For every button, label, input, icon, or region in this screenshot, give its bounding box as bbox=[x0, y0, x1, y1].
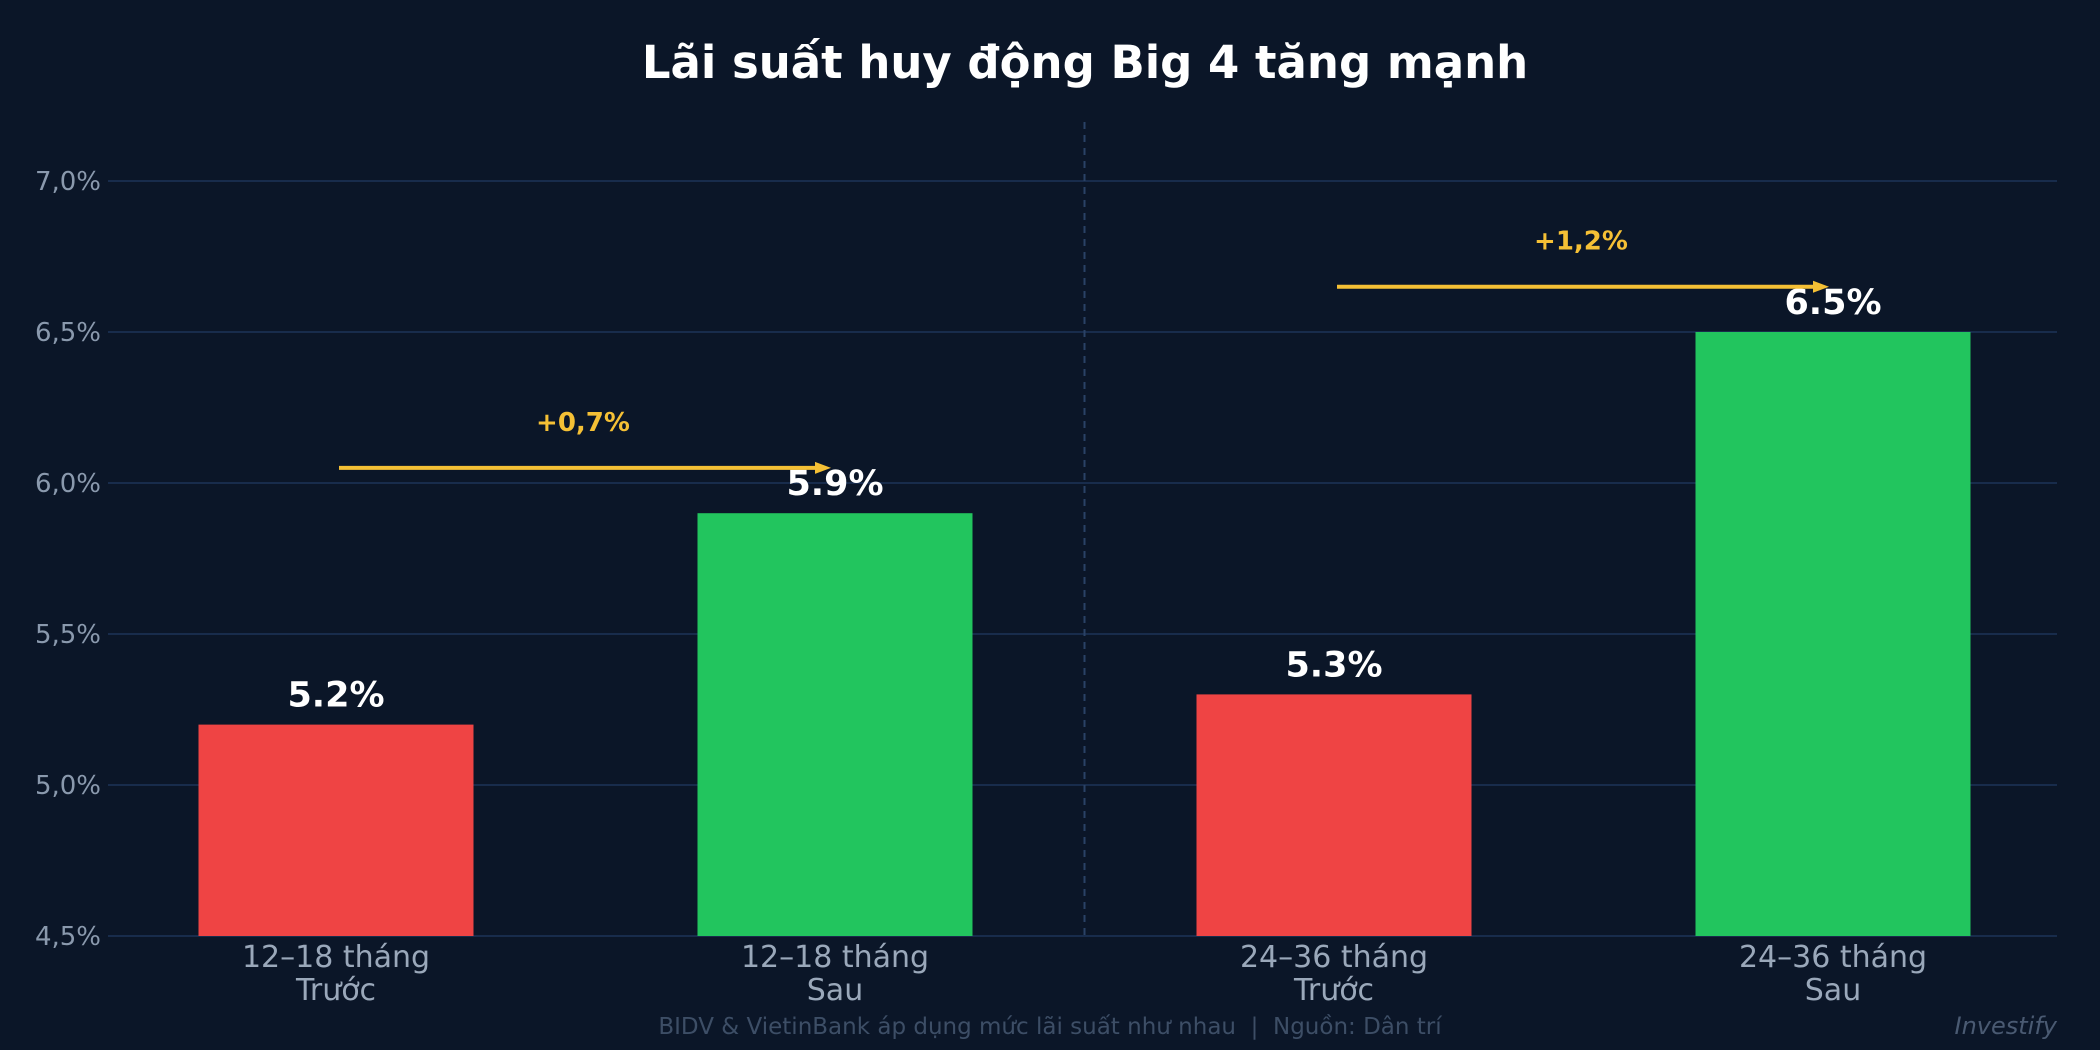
x-tick-label: Sau bbox=[1805, 973, 1861, 1008]
y-tick-label: 6,0% bbox=[35, 469, 101, 499]
change-arrow-head bbox=[815, 461, 831, 474]
x-tick-label: 24–36 tháng bbox=[1240, 940, 1428, 975]
change-arrow-head bbox=[1813, 280, 1829, 293]
change-label: +0,7% bbox=[536, 408, 630, 438]
chart-title: Lãi suất huy động Big 4 tăng mạnh bbox=[642, 36, 1528, 89]
bar-value-label: 5.9% bbox=[786, 464, 883, 504]
brand-logo-text: Investify bbox=[1955, 1012, 2058, 1040]
x-tick-label: Sau bbox=[807, 973, 863, 1008]
value-labels: 5.2% 5.9% 5.3% 6.5% bbox=[287, 283, 1881, 716]
bar bbox=[697, 513, 973, 936]
y-tick-label: 6,5% bbox=[35, 318, 101, 348]
x-tick-label: 24–36 tháng bbox=[1739, 940, 1927, 975]
change-label: +1,2% bbox=[1534, 227, 1628, 257]
footer-note: BIDV & VietinBank áp dụng mức lãi suất n… bbox=[658, 1014, 1442, 1040]
x-tick-label: Trước bbox=[1293, 973, 1374, 1008]
y-tick-label: 5,5% bbox=[35, 620, 101, 650]
change-annotations: +0,7% +1,2% bbox=[339, 227, 1829, 474]
x-tick-label: Trước bbox=[295, 973, 376, 1008]
y-tick-label: 7,0% bbox=[35, 167, 101, 197]
bars bbox=[198, 332, 1971, 936]
y-tick-label: 4,5% bbox=[35, 922, 101, 952]
y-axis: 4,5% 5,0% 5,5% 6,0% 6,5% 7,0% bbox=[35, 167, 101, 952]
x-tick-label: 12–18 tháng bbox=[242, 940, 430, 975]
x-tick-label: 12–18 tháng bbox=[741, 940, 929, 975]
bar bbox=[1196, 694, 1472, 936]
bar bbox=[1695, 332, 1971, 936]
y-tick-label: 5,0% bbox=[35, 771, 101, 801]
bar-value-label: 5.2% bbox=[287, 676, 384, 716]
bar bbox=[198, 724, 474, 936]
bar-value-label: 5.3% bbox=[1285, 645, 1382, 685]
bar-value-label: 6.5% bbox=[1784, 283, 1881, 323]
